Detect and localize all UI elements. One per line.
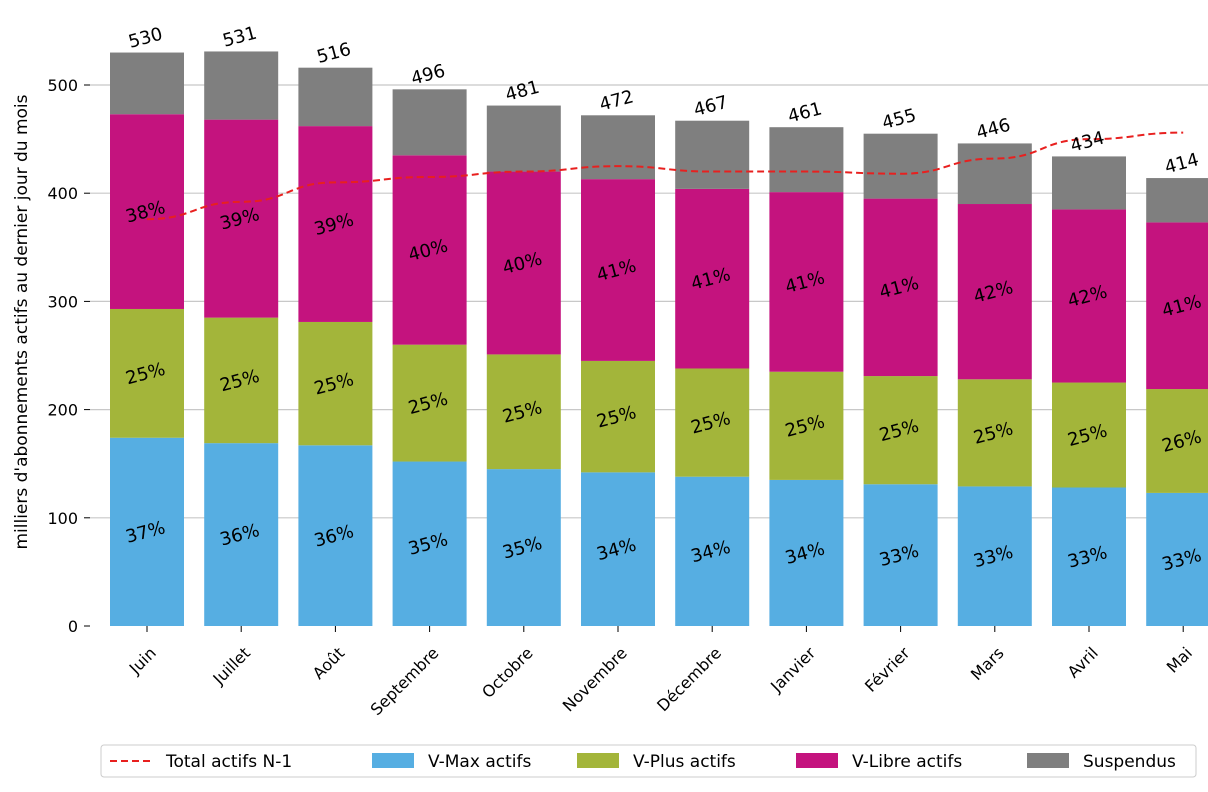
- x-tick-label: Janvier: [766, 643, 819, 696]
- x-tick-label: Septembre: [367, 643, 443, 719]
- legend-swatch: [372, 753, 414, 768]
- legend-label: Suspendus: [1083, 752, 1176, 772]
- bar-segment-v-max-actifs: [1052, 487, 1126, 626]
- x-tick-label: Juillet: [209, 643, 254, 688]
- bar-segment-v-plus-actifs: [1052, 382, 1126, 488]
- y-tick-label: 300: [47, 292, 78, 311]
- bar-segment-v-libre-actifs: [675, 188, 750, 369]
- bar-segment-v-max-actifs: [675, 476, 750, 626]
- bar-segment-v-plus-actifs: [110, 308, 184, 438]
- bar-segment-suspendus: [769, 127, 844, 193]
- bar-segment-suspendus: [957, 143, 1032, 205]
- y-tick-label: 0: [68, 617, 78, 636]
- bar-segment-suspendus: [392, 89, 467, 156]
- legend: Total actifs N-1 V-Max actifs V-Plus actif…: [100, 744, 1197, 778]
- y-tick-label: 500: [47, 76, 78, 95]
- bar-segment-v-libre-actifs: [1146, 222, 1208, 390]
- legend-label: V-Libre actifs: [852, 752, 962, 772]
- total-label: 461: [786, 98, 825, 127]
- legend-label: V-Plus actifs: [633, 752, 736, 772]
- bar-segment-v-plus-actifs: [957, 379, 1032, 487]
- bar-segment-v-max-actifs: [298, 445, 373, 626]
- bar-segment-v-max-actifs: [204, 443, 279, 626]
- bar-segment-v-libre-actifs: [581, 179, 655, 361]
- bar-segment-v-libre-actifs: [1052, 209, 1126, 383]
- bar-segment-v-plus-actifs: [392, 344, 467, 462]
- bar-segment-v-libre-actifs: [392, 155, 467, 345]
- bar-segment-suspendus: [675, 120, 750, 189]
- bar-segment-v-libre-actifs: [863, 198, 938, 377]
- total-label: 530: [126, 24, 165, 53]
- bar-segment-suspendus: [204, 51, 279, 120]
- legend-label: V-Max actifs: [428, 752, 531, 772]
- bar-segment-v-libre-actifs: [769, 192, 844, 372]
- total-label: 516: [315, 39, 354, 68]
- bar-segment-v-plus-actifs: [863, 376, 938, 485]
- y-tick-label: 200: [47, 401, 78, 420]
- x-tick-label: Décembre: [653, 643, 725, 715]
- bar-segment-v-max-actifs: [1146, 492, 1208, 626]
- bar-segment-v-max-actifs: [863, 484, 938, 626]
- y-axis-label: milliers d'abonnements actifs au dernier…: [12, 94, 32, 549]
- bar-segment-v-libre-actifs: [110, 114, 184, 309]
- bar-segment-suspendus: [486, 105, 561, 172]
- y-tick-label: 100: [47, 509, 78, 528]
- total-label: 481: [503, 77, 542, 106]
- bar-segment-v-libre-actifs: [298, 126, 373, 322]
- legend-swatch: [577, 753, 619, 768]
- x-tick-label: Avril: [1064, 643, 1102, 681]
- x-tick-label: Novembre: [559, 643, 631, 715]
- bar-segment-suspendus: [298, 67, 373, 127]
- bar-segment-suspendus: [1146, 178, 1208, 223]
- x-tick-label: Juin: [125, 643, 160, 678]
- legend-swatch: [796, 753, 838, 768]
- bar-segment-v-plus-actifs: [769, 371, 844, 480]
- bar-segment-v-max-actifs: [486, 469, 561, 626]
- bar-segment-suspendus: [863, 133, 938, 199]
- total-label: 446: [974, 115, 1013, 144]
- bar-segment-v-plus-actifs: [298, 321, 373, 446]
- total-label: 414: [1162, 149, 1201, 178]
- x-tick-label: Mai: [1163, 643, 1196, 676]
- bar-segment-suspendus: [1052, 156, 1126, 210]
- y-tick-label: 400: [47, 184, 78, 203]
- x-tick-label: Août: [309, 643, 349, 683]
- legend-label: Total actifs N-1: [165, 752, 292, 772]
- total-label: 531: [220, 23, 259, 52]
- x-tick-label: Février: [861, 643, 914, 696]
- bar-segment-v-libre-actifs: [957, 204, 1032, 380]
- bar-segment-v-max-actifs: [957, 486, 1032, 626]
- bar-segment-v-plus-actifs: [581, 360, 655, 473]
- legend-swatch: [1027, 753, 1069, 768]
- total-label: 434: [1068, 128, 1107, 157]
- bar-segment-v-max-actifs: [110, 437, 184, 626]
- x-tick-label: Mars: [967, 643, 1008, 684]
- bar-segment-v-plus-actifs: [486, 354, 561, 470]
- line-total-actifs-n-1: [146, 131, 1184, 221]
- total-label: 455: [880, 105, 919, 134]
- bar-segment-v-max-actifs: [392, 461, 467, 626]
- bar-segment-v-max-actifs: [581, 472, 655, 626]
- bar-segment-v-plus-actifs: [675, 368, 750, 477]
- bar-segment-v-plus-actifs: [204, 317, 279, 444]
- bar-segment-v-libre-actifs: [486, 171, 561, 355]
- bar-segment-v-libre-actifs: [204, 119, 279, 318]
- bar-segment-v-max-actifs: [769, 479, 844, 626]
- total-label: 472: [597, 86, 636, 115]
- total-label: 467: [691, 92, 730, 121]
- x-tick-label: Octobre: [478, 643, 536, 701]
- bar-segment-suspendus: [110, 52, 184, 115]
- bar-segment-suspendus: [581, 115, 655, 180]
- bar-segment-v-plus-actifs: [1146, 389, 1208, 493]
